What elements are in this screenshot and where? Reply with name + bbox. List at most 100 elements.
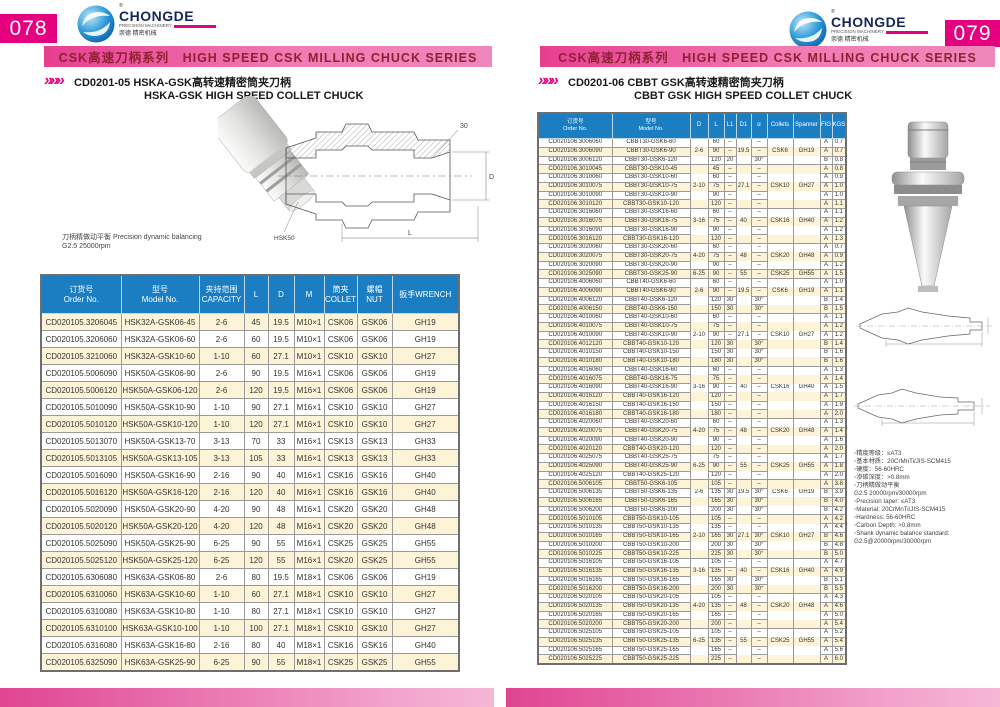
cell: CD020106.3020075 [537,251,613,262]
cell: HSK63A-GSK25-90 [120,653,200,672]
cell: CBBT40-GSK10-180 [611,356,691,367]
cell: 40 [735,216,752,226]
cell: GH19 [792,488,821,498]
cell: CSK16 [323,466,358,484]
cell: 2-6 [689,488,709,498]
column-header: M [293,274,325,314]
cell [792,278,821,288]
cell: CD020106.4016180 [537,409,613,419]
cell: 120 [707,295,725,306]
cell: GH48 [792,426,821,436]
cell: 165 [707,496,725,507]
cell: 90 [707,383,725,393]
cell: 2-16 [198,483,245,501]
cell: A [819,566,833,577]
cell: 120 [243,415,269,433]
table-row: CD020105.6310060 HSK63A-GSK10-60 1-10 60 27.… [40,585,460,603]
table-row: CD020106.5016135 CBBT50-GSK16-135 3-16 135–… [537,566,847,577]
cell: CD020106.5010200 [537,540,613,551]
cell: 80 [243,568,269,586]
balancing-note: 刀柄精做动平衡 Precision dynamic balancing G2.5… [62,234,202,251]
cell: CBBT40-GSK6-120 [611,295,691,306]
cell: 3-13 [198,449,245,467]
cell: 165 [707,575,725,586]
cell: CSK10 [766,330,794,340]
cell: 90 [707,330,725,341]
cell [735,348,752,358]
cell: 48 [735,601,752,611]
cell: CSK13 [323,449,358,467]
cell: – [723,654,737,665]
cell: – [723,435,737,446]
cell: CD020106.4020075 [537,426,613,437]
cell [792,540,821,550]
cell: CD020106.4020060 [537,418,613,428]
cell: CD020106.4016060 [537,365,613,376]
cell: A [819,453,833,463]
column-header: KGS [831,112,847,139]
spec-note-line: ◦精度等级：≤AT3 [854,450,902,457]
cell: 27.1 [735,181,752,191]
cell: M18×1 [293,585,325,603]
cell: 60 [707,138,725,148]
cell [689,374,709,384]
cell: A [819,190,833,201]
cell [689,234,709,244]
cell: HSK50A-GSK20-120 [120,517,200,535]
cell: CD020106.5016165 [537,575,613,586]
cell: GSK20 [356,500,393,518]
cell: GH27 [391,398,460,416]
cell [792,243,821,253]
cell: CD020106.3020090 [537,260,613,271]
cell: CBBT30-GSK25-90 [611,269,691,279]
cell: CD020106.4016120 [537,391,613,402]
cell: A [819,181,833,192]
cell: HSK50A-GSK25-120 [120,551,200,569]
cell: GSK10 [356,585,393,603]
cell: 2.0 [831,444,847,454]
cell: 1.7 [831,391,847,402]
cell: 75 [707,426,725,437]
cell: CBBT50-GSK10-200 [611,540,691,551]
cell: – [750,173,768,183]
cell: CD020106.3016060 [537,208,613,218]
cell: HSK32A-GSK10-60 [120,347,200,365]
series-banner: CSK高速刀柄系列 HIGH SPEED CSK MILLING CHUCK S… [44,46,492,67]
cell: GH55 [792,269,821,279]
cell: CSK16 [766,566,794,576]
cell: 4.8 [831,540,847,551]
cell [792,496,821,506]
cell: 30° [750,295,768,306]
cell: CSK10 [323,415,358,433]
cell: CSK20 [323,500,358,518]
cell: 105 [707,479,725,489]
cell: HSK50A-GSK13-70 [120,432,200,450]
cell: CBBT40-GSK25-90 [611,461,691,472]
cell [766,558,794,568]
cell [792,400,821,410]
cell: – [723,181,737,192]
cell: 30 [723,584,737,594]
cell: 20 [723,155,737,166]
table-row: CD020106.5010225 CBBT50-GSK10-225 225 30 30°… [537,549,847,559]
cell: CBBT40-GSK20-90 [611,435,691,446]
cell [735,418,752,428]
cell: 1.2 [831,225,847,236]
cell: – [723,593,737,603]
cell: 48 [735,426,752,436]
cell [689,444,709,454]
cell: – [750,383,768,393]
cell: 2.0 [831,470,847,481]
cell: 165 [707,645,725,656]
cell: 2-6 [689,286,709,296]
section-title: CD0201-05 HSKA-GSK高转速精密筒夹刀柄 HSKA-GSK HIG… [74,74,363,102]
cell: A [819,610,833,621]
cell: A [819,321,833,332]
cell: 1.5 [831,269,847,279]
cell [766,575,794,585]
cell: GH27 [391,585,460,603]
cell: – [723,400,737,411]
cell: B [819,505,833,516]
cell [689,313,709,323]
brand-subtitle: PRECISION MACHINERY [119,23,172,28]
